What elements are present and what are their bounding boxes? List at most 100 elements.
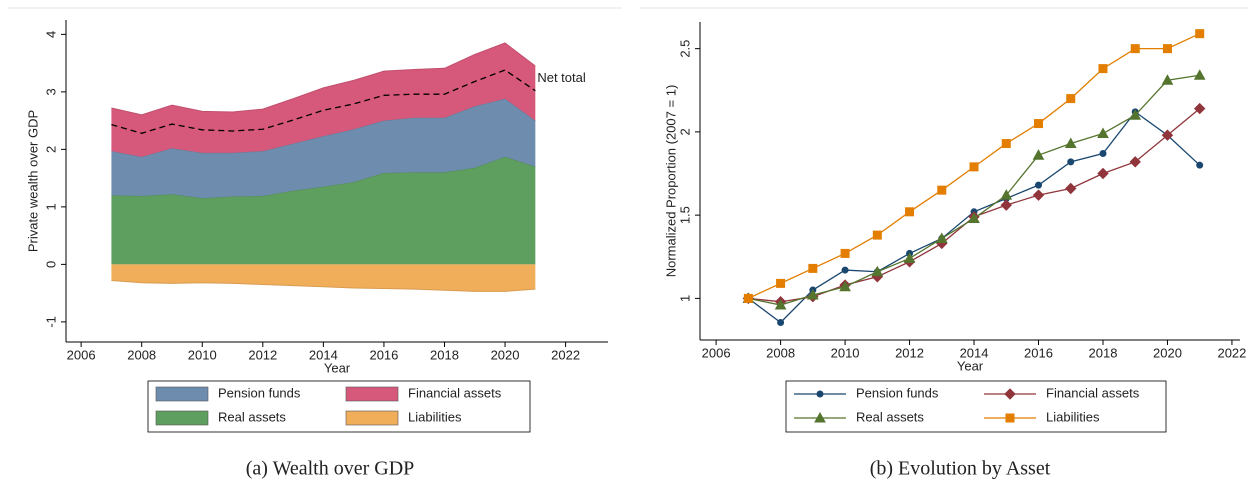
area xyxy=(111,98,536,199)
marker xyxy=(1005,413,1015,423)
marker xyxy=(777,319,785,327)
x-tick-label: 2012 xyxy=(895,345,924,360)
legend-box xyxy=(147,380,531,433)
legend-label: Liabilities xyxy=(1046,409,1100,424)
x-tick-label: 2010 xyxy=(188,347,217,362)
x-tick-label: 2010 xyxy=(831,345,860,360)
area xyxy=(111,264,536,292)
legend-label: Real assets xyxy=(218,409,286,424)
marker xyxy=(1000,189,1013,200)
x-axis-title: Year xyxy=(957,358,984,373)
marker xyxy=(1162,44,1172,54)
marker xyxy=(1000,199,1012,211)
caption: (b) Evolution by Asset xyxy=(870,458,1051,480)
marker xyxy=(776,278,786,288)
legend-label: Pension funds xyxy=(856,385,939,400)
marker xyxy=(872,230,882,240)
x-tick-label: 2022 xyxy=(551,347,580,362)
marker xyxy=(935,232,948,243)
legend-swatch xyxy=(155,386,209,402)
x-tick-label: 2020 xyxy=(1153,345,1182,360)
marker xyxy=(774,299,787,310)
legend-swatch xyxy=(155,410,209,426)
x-tick-label: 2022 xyxy=(1217,345,1246,360)
x-tick-label: 2020 xyxy=(491,347,520,362)
legend-swatch xyxy=(345,410,399,426)
x-tick-label: 2006 xyxy=(702,345,731,360)
legend-label: Financial assets xyxy=(408,385,502,400)
marker xyxy=(937,185,947,195)
marker xyxy=(871,265,884,277)
marker xyxy=(905,207,915,217)
marker xyxy=(1034,119,1044,129)
area-edge xyxy=(111,42,536,116)
y-tick-label: -1 xyxy=(43,316,58,328)
x-tick-label: 2008 xyxy=(766,345,795,360)
y-tick-label: 2 xyxy=(43,146,58,153)
marker xyxy=(903,252,916,263)
marker xyxy=(1032,189,1045,201)
y-axis-title: Private wealth over GDP xyxy=(25,110,40,252)
marker xyxy=(839,280,851,292)
x-tick-label: 2006 xyxy=(67,347,96,362)
y-axis-title: Normalized Proportion (2007 = 1) xyxy=(663,85,678,278)
x-tick-label: 2008 xyxy=(127,347,156,362)
marker xyxy=(1097,127,1109,139)
marker xyxy=(814,411,826,423)
y-tick-label: 3 xyxy=(43,88,58,95)
marker xyxy=(1193,69,1206,80)
legend-label: Pension funds xyxy=(218,385,301,400)
y-tick-label: 1 xyxy=(677,295,692,302)
marker xyxy=(1004,388,1016,400)
marker xyxy=(1161,74,1174,85)
y-tick-label: 1 xyxy=(43,203,58,210)
x-tick-label: 2012 xyxy=(248,347,277,362)
marker xyxy=(1064,137,1077,149)
marker xyxy=(1098,64,1108,74)
marker xyxy=(1099,150,1107,158)
marker xyxy=(1195,29,1205,39)
marker xyxy=(1001,139,1011,149)
x-tick-label: 2016 xyxy=(369,347,398,362)
x-tick-label: 2014 xyxy=(960,345,989,360)
y-tick-label: 0 xyxy=(43,261,58,268)
marker xyxy=(1130,44,1140,54)
line-label: Net total xyxy=(537,70,586,85)
y-tick-label: 1.5 xyxy=(677,206,692,224)
y-tick-label: 4 xyxy=(43,31,58,38)
legend-label: Financial assets xyxy=(1046,385,1140,400)
marker xyxy=(840,248,850,258)
legend-label: Real assets xyxy=(856,409,924,424)
area xyxy=(111,43,536,157)
caption: (a) Wealth over GDP xyxy=(246,458,415,480)
marker xyxy=(1032,149,1045,160)
legend-label: Liabilities xyxy=(408,409,462,424)
marker xyxy=(1161,129,1174,141)
area-edge xyxy=(111,279,536,292)
marker xyxy=(841,266,849,274)
x-tick-label: 2018 xyxy=(1089,345,1118,360)
marker xyxy=(806,289,819,300)
x-tick-label: 2014 xyxy=(309,347,338,362)
marker xyxy=(1066,94,1076,104)
legend-swatch xyxy=(345,386,399,402)
area xyxy=(111,156,536,265)
marker xyxy=(1129,156,1141,168)
marker xyxy=(808,263,818,273)
marker xyxy=(1193,102,1206,115)
marker xyxy=(816,390,824,398)
x-axis-title: Year xyxy=(324,360,351,375)
marker xyxy=(1065,182,1077,195)
marker xyxy=(1097,167,1109,180)
legend-box xyxy=(785,380,1167,433)
net-total-line xyxy=(111,69,536,134)
marker xyxy=(968,212,980,223)
marker xyxy=(1196,161,1204,169)
y-tick-label: 2 xyxy=(677,128,692,135)
marker xyxy=(1035,181,1043,189)
x-tick-label: 2018 xyxy=(430,347,459,362)
marker xyxy=(1067,158,1075,166)
marker xyxy=(1129,109,1142,120)
marker xyxy=(743,293,753,303)
